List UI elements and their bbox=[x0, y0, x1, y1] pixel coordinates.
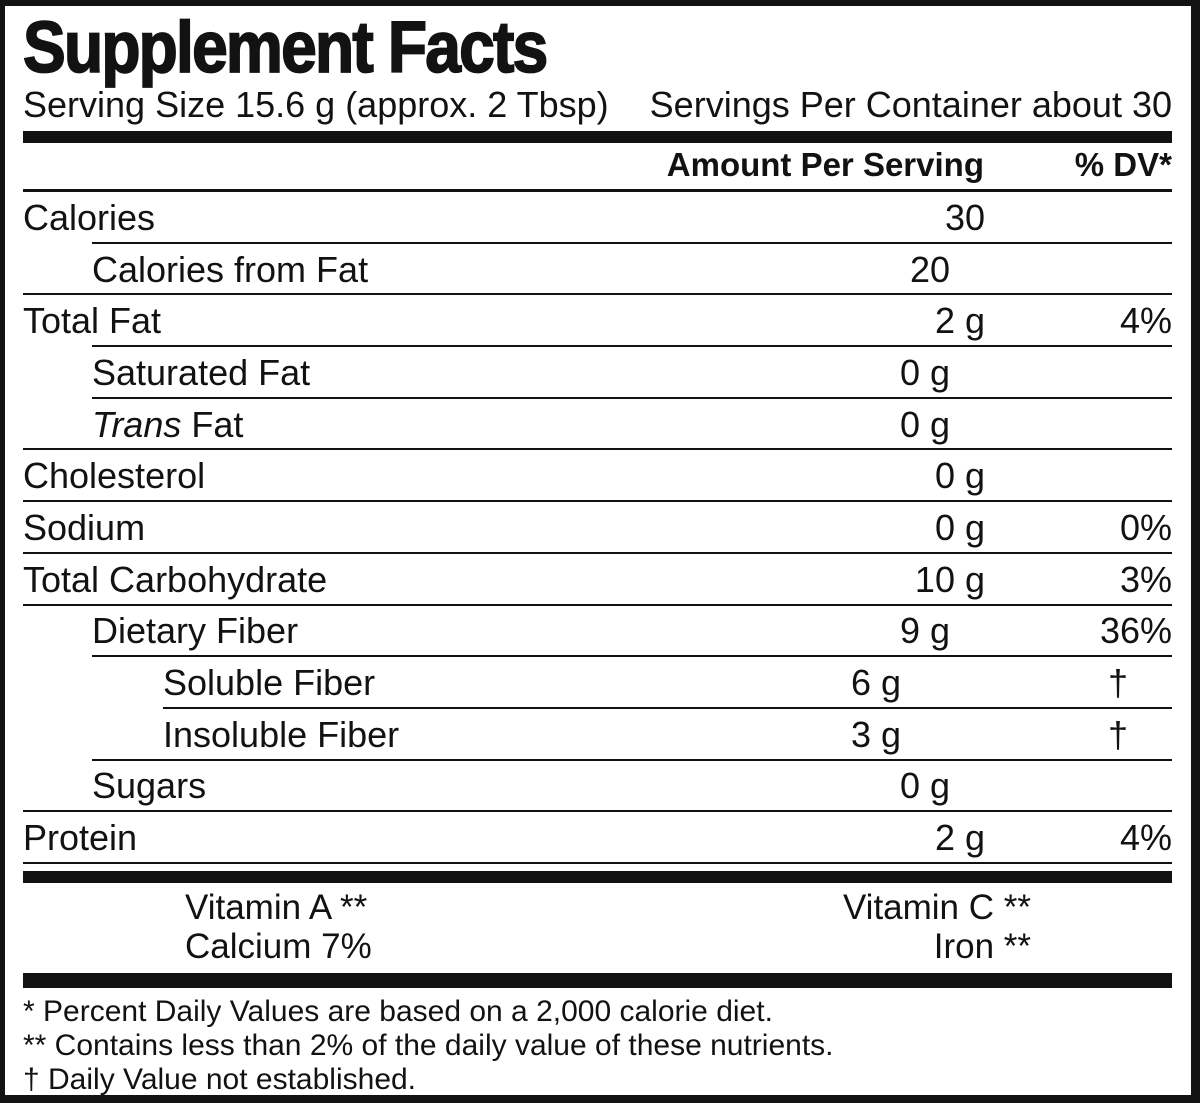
micronutrient-right: Iron ** bbox=[933, 927, 1031, 967]
serving-info-row: Serving Size 15.6 g (approx. 2 Tbsp) Ser… bbox=[23, 86, 1172, 124]
nutrient-row: Saturated Fat 0 g bbox=[23, 347, 1172, 399]
nutrient-dv: 3% bbox=[1119, 558, 1172, 600]
micronutrient-left: Calcium 7% bbox=[185, 927, 372, 967]
nutrient-dv: 36% bbox=[1099, 610, 1172, 652]
nutrient-dv: 0% bbox=[1119, 506, 1172, 548]
nutrient-row: Soluble Fiber 6 g † bbox=[23, 657, 1172, 709]
nutrient-label: Calories bbox=[23, 196, 156, 238]
nutrient-label: Saturated Fat bbox=[92, 351, 311, 393]
nutrient-label: Sugars bbox=[92, 765, 207, 807]
nutrient-amount: 0 g bbox=[899, 351, 950, 393]
thick-divider-top bbox=[23, 131, 1172, 143]
nutrient-amount: 10 g bbox=[914, 558, 985, 600]
nutrient-label: Sodium bbox=[23, 506, 146, 548]
nutrient-label: Calories from Fat bbox=[92, 248, 369, 290]
nutrient-row: Total Carbohydrate 10 g 3% bbox=[23, 554, 1172, 606]
table-header-row: Amount Per Serving % DV* bbox=[23, 143, 1172, 192]
footnote-dv-not-established: † Daily Value not established. bbox=[23, 1062, 417, 1096]
nutrient-table: Calories 30 Calories from Fat 20 Total Fat 2 … bbox=[23, 192, 1172, 864]
nutrient-label: Insoluble Fiber bbox=[163, 713, 400, 755]
nutrient-dv: † bbox=[1107, 662, 1128, 704]
nutrient-amount: 3 g bbox=[850, 713, 901, 755]
nutrient-dv: 4% bbox=[1119, 817, 1172, 859]
micronutrient-grid: Vitamin A ** Vitamin C ** Calcium 7% Iron *… bbox=[23, 883, 1172, 973]
nutrient-row: Total Fat 2 g 4% bbox=[23, 295, 1172, 347]
nutrient-dv: † bbox=[1107, 713, 1128, 755]
nutrient-row: Calories from Fat 20 bbox=[23, 244, 1172, 296]
nutrient-label: Protein bbox=[23, 817, 138, 859]
label-title: Supplement Facts bbox=[22, 8, 549, 88]
nutrient-amount: 0 g bbox=[934, 506, 985, 548]
nutrient-row: Trans Fat 0 g bbox=[23, 399, 1172, 451]
amount-per-serving-header: Amount Per Serving bbox=[666, 146, 984, 183]
nutrient-row: Protein 2 g 4% bbox=[23, 812, 1172, 864]
nutrient-row: Sodium 0 g 0% bbox=[23, 502, 1172, 554]
nutrient-row: Insoluble Fiber 3 g † bbox=[23, 709, 1172, 761]
footnote-contains-less: ** Contains less than 2% of the daily va… bbox=[23, 1028, 834, 1062]
thick-divider-middle bbox=[23, 870, 1172, 883]
percent-dv-header: % DV* bbox=[1074, 146, 1172, 183]
nutrient-row: Cholesterol 0 g bbox=[23, 450, 1172, 502]
micronutrient-row: Calcium 7% Iron ** bbox=[23, 927, 1172, 967]
nutrient-label: Trans Fat bbox=[92, 403, 244, 445]
micronutrient-left: Vitamin A ** bbox=[185, 888, 368, 928]
nutrient-amount: 2 g bbox=[934, 300, 985, 342]
nutrient-dv: 4% bbox=[1119, 300, 1172, 342]
nutrient-row: Sugars 0 g bbox=[23, 761, 1172, 813]
nutrient-row: Calories 30 bbox=[23, 192, 1172, 244]
footnotes: * Percent Daily Values are based on a 2,… bbox=[23, 994, 1172, 1096]
thick-divider-bottom bbox=[23, 972, 1172, 988]
nutrient-label: Dietary Fiber bbox=[92, 610, 299, 652]
nutrient-label: Soluble Fiber bbox=[163, 662, 376, 704]
nutrient-amount: 0 g bbox=[899, 403, 950, 445]
micronutrient-row: Vitamin A ** Vitamin C ** bbox=[23, 888, 1172, 928]
nutrient-row: Dietary Fiber 9 g 36% bbox=[23, 606, 1172, 658]
nutrient-amount: 0 g bbox=[934, 455, 985, 497]
nutrient-amount: 20 bbox=[909, 248, 950, 290]
nutrient-amount: 9 g bbox=[899, 610, 950, 652]
serving-size-text: Serving Size 15.6 g (approx. 2 Tbsp) bbox=[23, 84, 609, 125]
nutrient-label: Total Fat bbox=[23, 300, 162, 342]
nutrient-amount: 6 g bbox=[850, 662, 901, 704]
footnote-daily-values: * Percent Daily Values are based on a 2,… bbox=[23, 994, 773, 1028]
nutrient-label: Total Carbohydrate bbox=[23, 558, 328, 600]
nutrient-amount: 2 g bbox=[934, 817, 985, 859]
nutrient-amount: 30 bbox=[944, 196, 985, 238]
micronutrient-right: Vitamin C ** bbox=[842, 888, 1031, 928]
servings-per-container-text: Servings Per Container about 30 bbox=[649, 84, 1172, 125]
nutrient-amount: 0 g bbox=[899, 765, 950, 807]
nutrient-label: Cholesterol bbox=[23, 455, 206, 497]
